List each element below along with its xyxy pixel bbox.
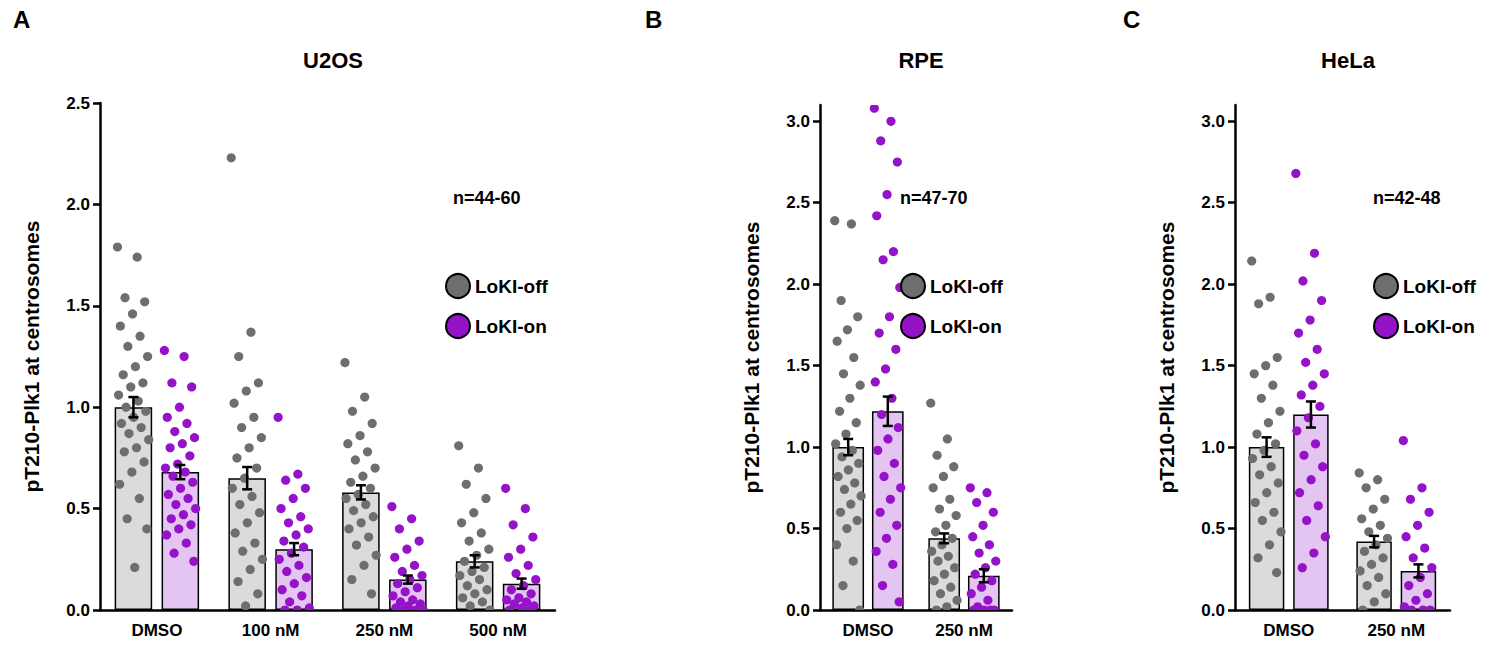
svg-text:DMSO: DMSO	[131, 621, 182, 640]
svg-text:A: A	[13, 6, 30, 33]
svg-text:U2OS: U2OS	[303, 48, 363, 73]
svg-text:250 nM: 250 nM	[1367, 621, 1425, 640]
svg-text:LoKI-on: LoKI-on	[930, 316, 1002, 337]
svg-text:3.0: 3.0	[786, 112, 810, 131]
svg-text:1.5: 1.5	[66, 296, 90, 315]
svg-text:0.5: 0.5	[1201, 519, 1225, 538]
svg-text:0.5: 0.5	[786, 519, 810, 538]
svg-text:n=42-48: n=42-48	[1373, 188, 1441, 208]
svg-text:pT210-Plk1 at centrosomes: pT210-Plk1 at centrosomes	[740, 222, 763, 494]
svg-text:LoKI-on: LoKI-on	[1403, 316, 1475, 337]
svg-text:1.5: 1.5	[1201, 356, 1225, 375]
svg-text:2.0: 2.0	[786, 275, 810, 294]
svg-text:500 nM: 500 nM	[469, 621, 527, 640]
svg-text:pT210-Plk1 at centrosomes: pT210-Plk1 at centrosomes	[1155, 222, 1178, 494]
svg-text:1.5: 1.5	[786, 356, 810, 375]
svg-text:DMSO: DMSO	[843, 621, 894, 640]
svg-text:100 nM: 100 nM	[242, 621, 300, 640]
svg-text:2.5: 2.5	[1201, 193, 1225, 212]
svg-text:2.0: 2.0	[1201, 275, 1225, 294]
svg-text:3.0: 3.0	[1201, 112, 1225, 131]
svg-text:0.5: 0.5	[66, 499, 90, 518]
svg-text:pT210-Plk1 at centrosomes: pT210-Plk1 at centrosomes	[20, 221, 43, 493]
svg-text:2.5: 2.5	[66, 94, 90, 113]
svg-text:n=44-60: n=44-60	[453, 188, 521, 208]
svg-text:LoKI-off: LoKI-off	[1403, 276, 1476, 297]
svg-text:1.0: 1.0	[786, 438, 810, 457]
svg-text:HeLa: HeLa	[1321, 48, 1376, 73]
svg-text:LoKI-off: LoKI-off	[930, 276, 1003, 297]
svg-text:0.0: 0.0	[786, 601, 810, 620]
svg-text:LoKI-off: LoKI-off	[475, 276, 548, 297]
svg-text:2.5: 2.5	[786, 193, 810, 212]
svg-text:250 nM: 250 nM	[356, 621, 414, 640]
svg-text:B: B	[645, 6, 662, 33]
svg-text:LoKI-on: LoKI-on	[475, 316, 547, 337]
svg-text:n=47-70: n=47-70	[900, 188, 968, 208]
svg-text:2.0: 2.0	[66, 195, 90, 214]
svg-text:C: C	[1123, 6, 1140, 33]
svg-text:1.0: 1.0	[1201, 438, 1225, 457]
svg-text:0.0: 0.0	[1201, 601, 1225, 620]
svg-text:1.0: 1.0	[66, 398, 90, 417]
svg-text:RPE: RPE	[898, 48, 943, 73]
svg-text:250 nM: 250 nM	[935, 621, 993, 640]
svg-text:0.0: 0.0	[66, 601, 90, 620]
svg-text:DMSO: DMSO	[1263, 621, 1314, 640]
